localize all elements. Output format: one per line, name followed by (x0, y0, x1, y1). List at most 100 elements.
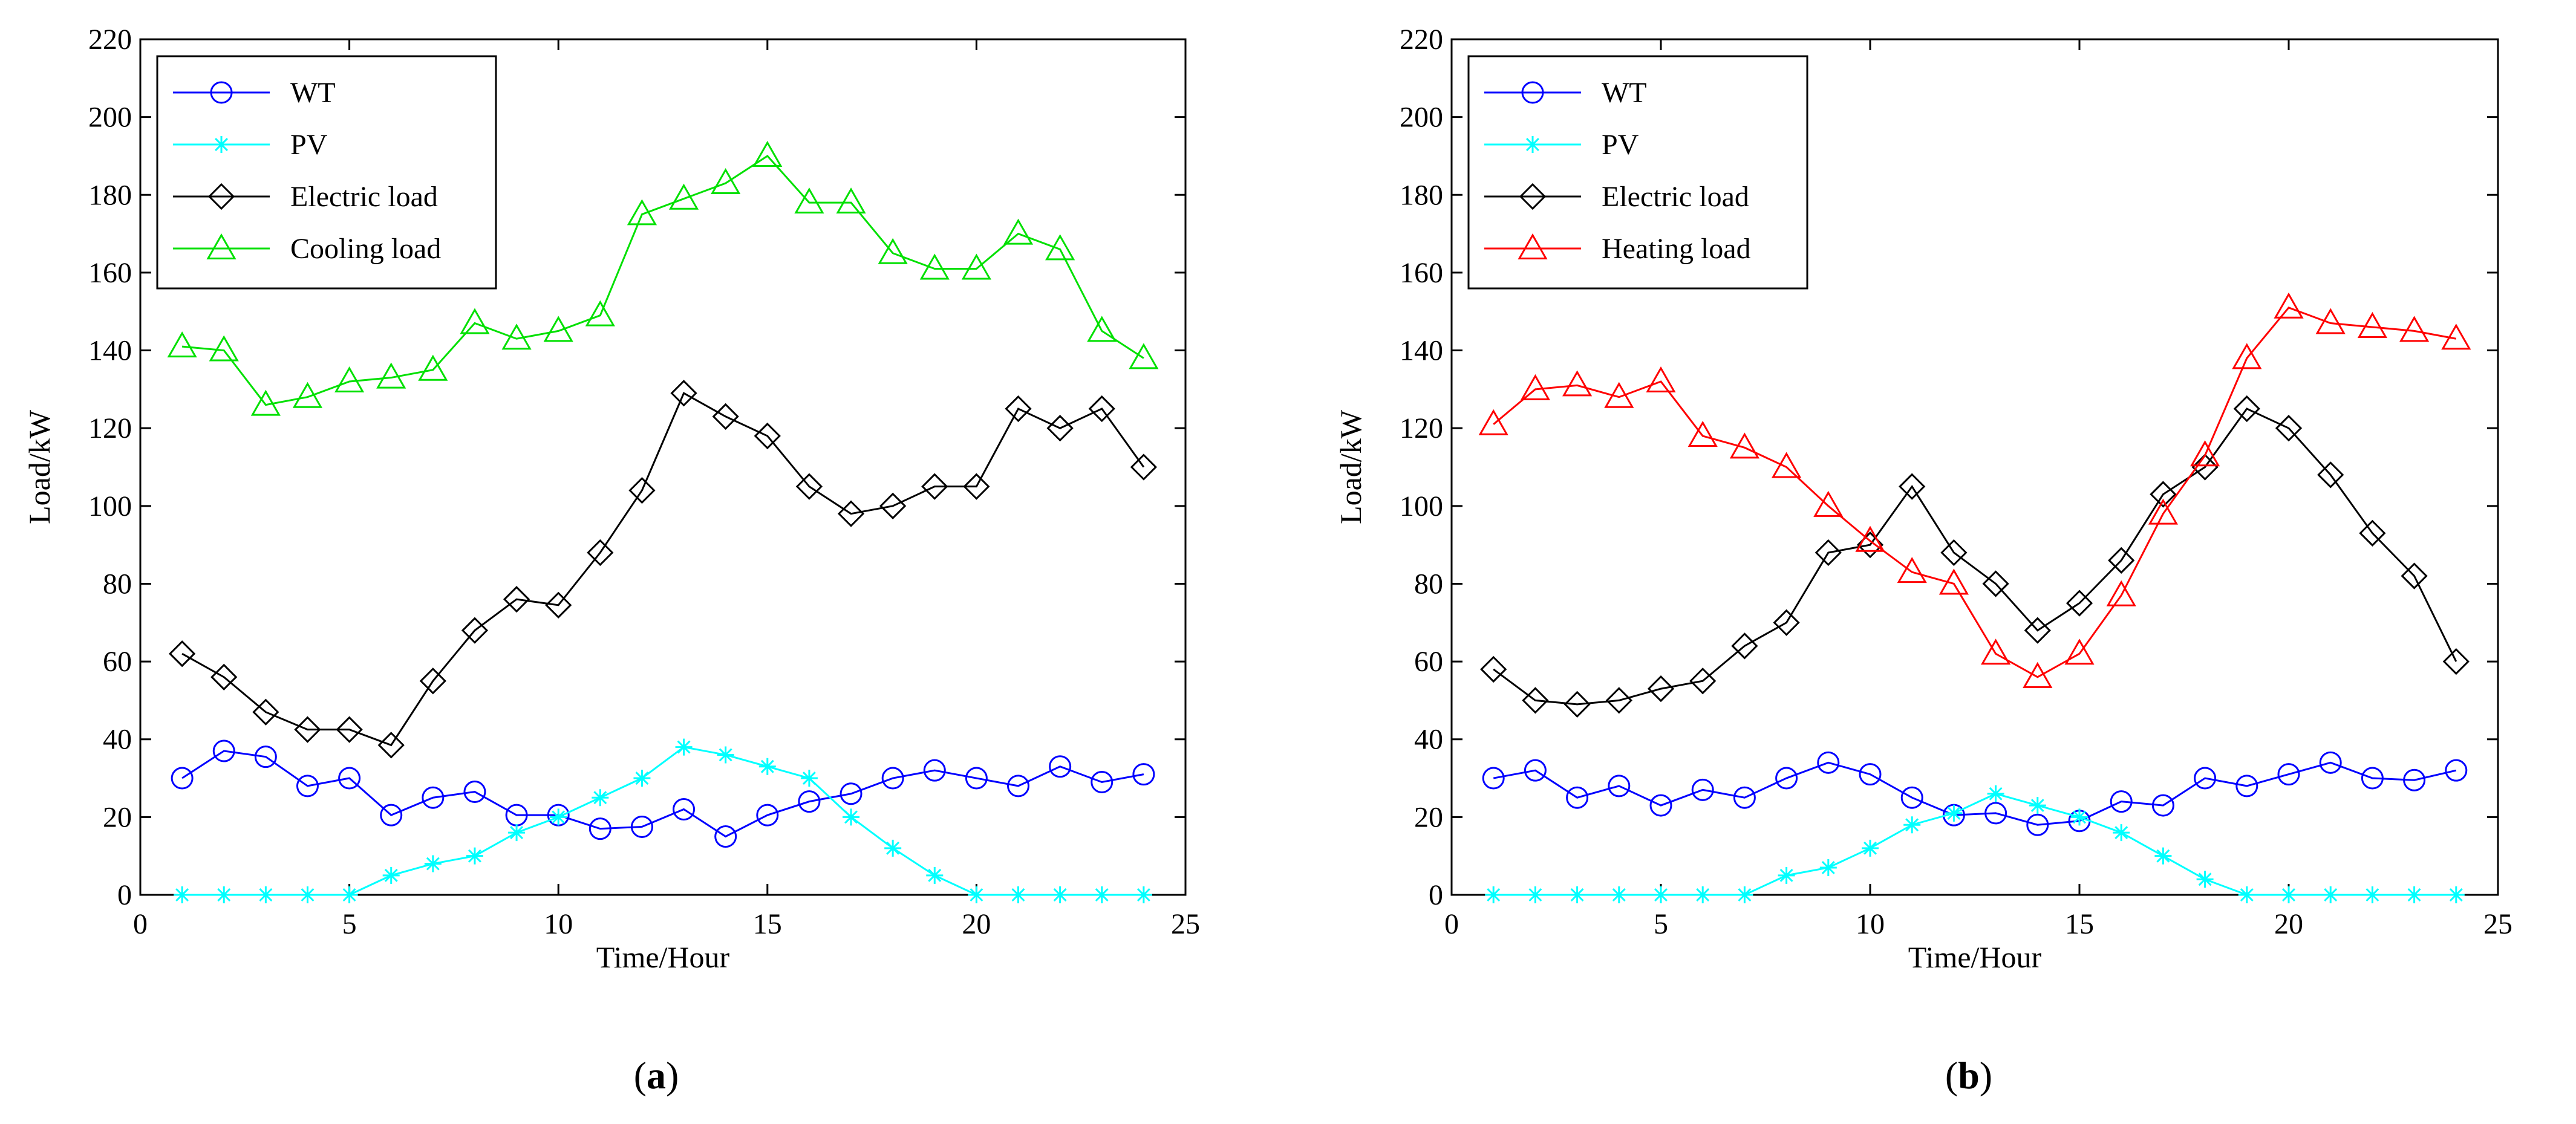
point-a-1-21 (1051, 886, 1069, 903)
legend-label-a-1: PV (290, 129, 328, 161)
y-tick-label-a-2: 40 (103, 724, 132, 756)
point-a-1-6 (424, 855, 442, 872)
series-b-2 (1480, 395, 2470, 718)
point-a-1-13 (717, 746, 734, 764)
y-tick-label-b-7: 140 (1400, 335, 1443, 367)
point-b-2-21 (2359, 519, 2386, 547)
series-a-1 (174, 738, 1152, 903)
point-a-2-21 (1046, 415, 1074, 442)
point-b-2-5 (1689, 668, 1717, 695)
point-b-2-0 (1480, 655, 1507, 683)
point-a-1-7 (466, 847, 483, 865)
y-tick-label-a-7: 140 (88, 335, 132, 367)
point-a-2-4 (336, 716, 363, 743)
point-b-2-2 (1564, 690, 1591, 718)
point-b-0-1 (1524, 759, 1547, 782)
point-a-3-16 (836, 187, 866, 214)
point-b-0-8 (1817, 751, 1840, 774)
point-b-0-18 (2235, 775, 2258, 798)
point-b-2-16 (2150, 481, 2177, 508)
x-tick-label-a-5: 25 (1171, 908, 1200, 940)
point-a-3-10 (585, 300, 615, 326)
point-b-3-7 (1772, 452, 1802, 478)
y-tick-label-a-1: 20 (103, 801, 132, 833)
point-b-3-9 (1855, 525, 1885, 552)
point-a-3-0 (167, 331, 197, 358)
point-a-0-4 (338, 767, 361, 790)
legend-label-b-2: Electric load (1602, 181, 1749, 213)
point-a-0-17 (881, 767, 904, 790)
point-b-2-17 (2191, 453, 2219, 481)
point-b-2-22 (2401, 562, 2428, 590)
legend-label-a-3: Cooling load (290, 233, 441, 265)
point-b-3-4 (1646, 366, 1676, 392)
y-axis-label-a: Load/kW (22, 409, 56, 524)
point-a-2-5 (377, 732, 405, 759)
series-line-a-0 (181, 750, 1144, 838)
point-b-3-14 (2064, 638, 2095, 665)
point-b-3-12 (1981, 638, 2011, 665)
point-b-1-9 (1862, 839, 1879, 857)
point-a-3-7 (460, 308, 490, 334)
point-a-3-17 (878, 238, 908, 264)
point-a-3-14 (752, 140, 783, 167)
y-tick-label-b-8: 160 (1400, 257, 1443, 289)
point-a-0-6 (422, 786, 445, 809)
series-line-a-2 (181, 392, 1145, 747)
point-a-3-20 (1003, 218, 1034, 245)
point-b-1-3 (1610, 886, 1628, 903)
x-tick-label-b-3: 15 (2065, 908, 2094, 940)
legend-marker-b-3 (1518, 233, 1548, 259)
point-b-1-8 (1819, 859, 1837, 876)
point-a-1-12 (675, 738, 693, 756)
legend-label-b-1: PV (1602, 129, 1639, 161)
point-b-0-10 (1900, 786, 1923, 809)
point-b-1-7 (1778, 866, 1795, 884)
point-b-1-6 (1736, 886, 1753, 903)
point-a-1-2 (257, 886, 275, 903)
series-b-1 (1485, 785, 2465, 903)
point-a-0-0 (171, 767, 194, 790)
legend-marker-a-0 (210, 81, 233, 104)
point-b-0-12 (1984, 802, 2007, 825)
point-a-3-21 (1045, 234, 1075, 261)
y-tick-label-b-2: 40 (1414, 724, 1443, 756)
x-tick-label-b-0: 0 (1444, 908, 1459, 940)
point-b-3-23 (2441, 323, 2471, 350)
point-a-1-5 (382, 866, 400, 884)
point-a-0-1 (212, 739, 235, 762)
point-b-3-22 (2399, 316, 2430, 342)
y-tick-label-a-8: 160 (88, 257, 132, 289)
point-a-1-0 (174, 886, 191, 903)
point-b-0-3 (1608, 775, 1631, 798)
series-a-0 (171, 739, 1155, 848)
x-tick-label-a-3: 15 (753, 908, 782, 940)
y-tick-label-b-11: 220 (1400, 24, 1443, 56)
point-a-1-22 (1093, 886, 1110, 903)
point-b-2-7 (1773, 609, 1800, 636)
x-tick-label-b-4: 20 (2274, 908, 2303, 940)
panel-label-a: (a) (634, 1054, 679, 1097)
legend-marker-a-2 (207, 183, 235, 210)
point-b-0-0 (1482, 767, 1505, 790)
y-tick-label-a-11: 220 (88, 24, 132, 56)
point-a-1-16 (843, 808, 860, 826)
point-a-0-12 (673, 798, 696, 820)
point-b-0-19 (2277, 763, 2300, 786)
x-tick-label-b-5: 25 (2483, 908, 2512, 940)
point-a-2-2 (252, 698, 279, 726)
point-b-1-4 (1652, 886, 1669, 903)
x-tick-label-b-1: 5 (1654, 908, 1668, 940)
point-a-3-4 (334, 366, 365, 392)
point-a-0-21 (1049, 755, 1072, 778)
point-b-0-21 (2361, 767, 2384, 790)
point-b-2-12 (1982, 570, 2009, 597)
legend-marker-a-1 (213, 136, 230, 153)
point-b-0-9 (1859, 763, 1882, 786)
point-b-3-1 (1520, 374, 1550, 400)
point-b-0-17 (2194, 767, 2217, 790)
y-tick-label-b-1: 20 (1414, 801, 1443, 833)
point-b-3-19 (2274, 292, 2304, 319)
y-tick-label-a-6: 120 (88, 412, 132, 444)
